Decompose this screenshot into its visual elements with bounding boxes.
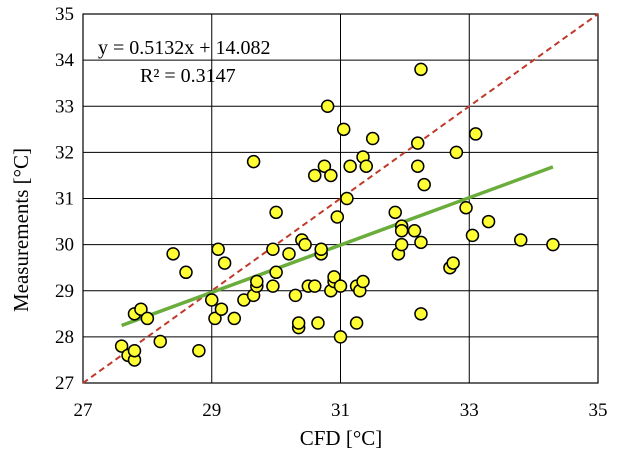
data-point — [192, 343, 206, 358]
data-point — [311, 316, 325, 330]
y-tick-label: 27 — [55, 373, 74, 394]
data-point — [308, 168, 322, 183]
y-tick-label: 34 — [55, 50, 75, 71]
data-point — [340, 191, 354, 206]
data-point — [134, 302, 148, 316]
data-point — [153, 334, 167, 349]
data-point — [217, 256, 232, 270]
x-tick-label: 35 — [589, 400, 608, 421]
data-point — [266, 242, 280, 256]
data-point — [114, 339, 129, 353]
data-point — [282, 247, 296, 261]
data-point — [211, 242, 225, 256]
data-point — [214, 302, 229, 316]
y-axis-ticks: 27 28 29 30 31 32 33 34 35 — [55, 4, 75, 394]
x-tick-label: 33 — [460, 400, 479, 421]
data-point — [546, 237, 560, 252]
data-point — [314, 242, 328, 256]
y-axis-title: Measurements [°C] — [9, 148, 33, 312]
data-point — [514, 233, 528, 247]
y-tick-label: 31 — [55, 189, 74, 210]
data-point — [414, 307, 428, 321]
x-tick-label: 27 — [74, 400, 93, 421]
data-point — [269, 265, 283, 280]
data-point — [250, 274, 264, 289]
data-point — [320, 99, 335, 113]
data-point — [208, 311, 222, 326]
x-tick-label: 29 — [202, 400, 221, 421]
equation-annotation: y = 0.5132x + 14.082 R² = 0.3147 — [98, 37, 271, 87]
data-point — [333, 330, 348, 344]
trendline — [121, 165, 554, 328]
y-tick-label: 32 — [55, 142, 74, 163]
y-tick-label: 28 — [55, 327, 74, 348]
x-axis-title: CFD [°C] — [300, 426, 383, 450]
data-point — [330, 210, 345, 224]
data-point — [140, 311, 155, 326]
data-point — [349, 316, 364, 330]
data-points — [114, 62, 560, 367]
identity-line — [82, 13, 599, 384]
data-point — [333, 279, 348, 293]
plot-frame — [82, 13, 599, 384]
y-tick-label: 30 — [55, 235, 74, 256]
data-point — [227, 311, 242, 326]
data-point — [465, 228, 480, 243]
data-point — [407, 224, 422, 238]
y-tick-label: 35 — [55, 4, 74, 25]
r-squared-label: R² = 0.3147 — [140, 65, 236, 87]
data-point — [179, 265, 193, 280]
data-point — [414, 62, 428, 77]
data-point — [411, 159, 425, 173]
data-point — [291, 316, 306, 330]
y-tick-label: 33 — [55, 96, 74, 117]
data-point — [356, 274, 370, 289]
data-point — [298, 237, 312, 252]
data-point — [414, 235, 428, 250]
data-point — [459, 200, 473, 215]
data-point — [449, 145, 464, 160]
data-point — [327, 270, 341, 284]
trendline-equation: y = 0.5132x + 14.082 — [98, 37, 271, 59]
data-point — [411, 136, 425, 150]
x-tick-label: 31 — [331, 400, 350, 421]
data-point — [317, 159, 332, 173]
data-point — [468, 127, 483, 141]
data-point — [308, 279, 322, 293]
data-point — [343, 159, 357, 173]
data-point — [336, 122, 351, 137]
data-point — [388, 205, 402, 220]
data-point — [446, 256, 460, 270]
data-point — [359, 159, 373, 173]
data-point — [205, 293, 219, 307]
data-point — [269, 205, 283, 220]
data-point — [365, 131, 380, 146]
data-point — [266, 279, 280, 293]
data-point — [324, 168, 338, 183]
data-point — [394, 237, 409, 252]
data-point — [246, 154, 261, 169]
data-point — [417, 177, 431, 192]
data-point — [481, 214, 496, 229]
data-point — [288, 288, 303, 303]
data-point — [394, 224, 409, 238]
data-point — [166, 247, 180, 261]
data-point — [127, 343, 142, 358]
x-axis-ticks: 27 29 31 33 35 — [74, 400, 608, 421]
y-tick-label: 29 — [55, 281, 74, 302]
